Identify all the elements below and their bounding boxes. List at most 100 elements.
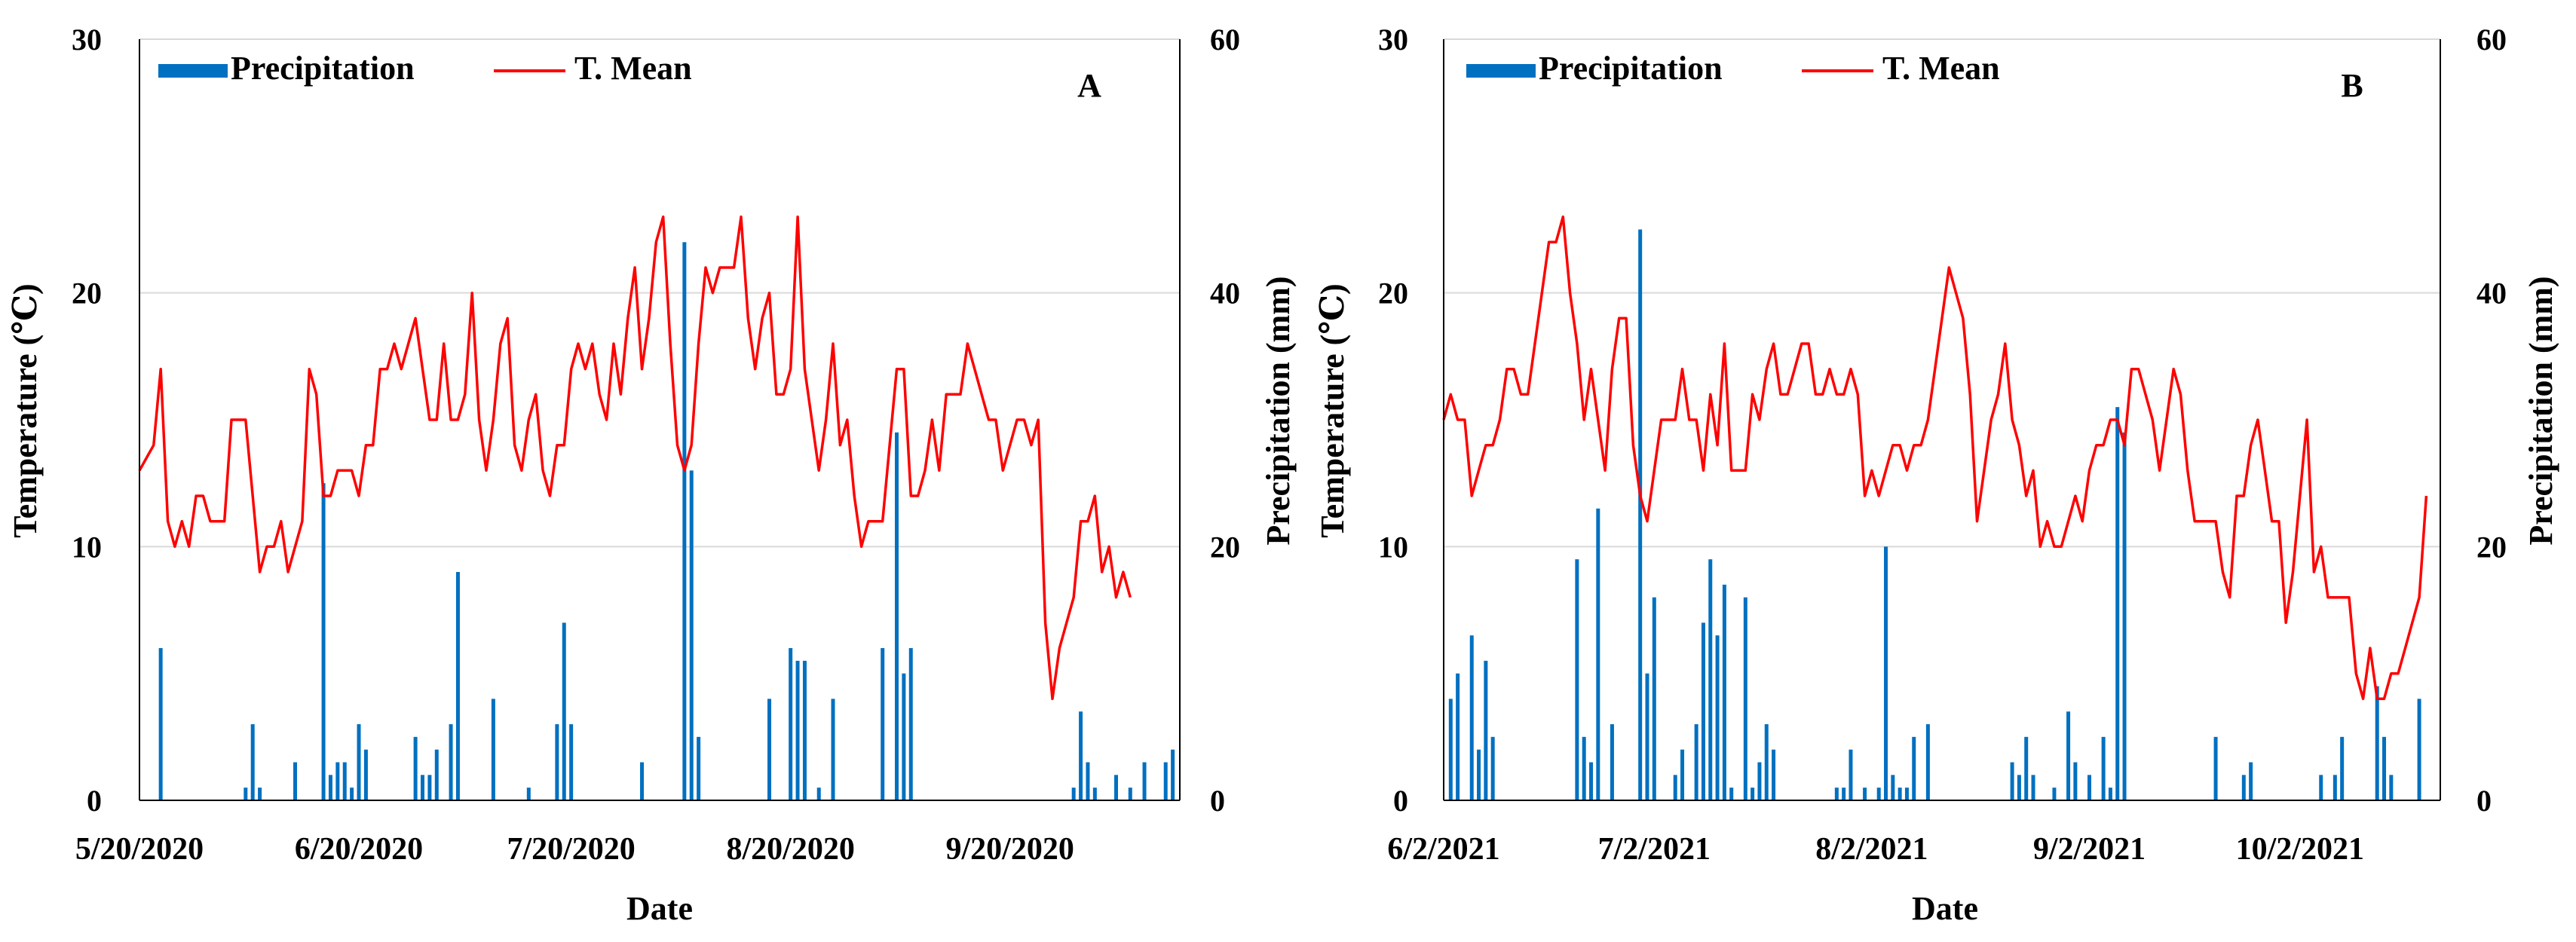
precipitation-bar bbox=[2010, 762, 2014, 800]
precipitation-bar bbox=[2115, 407, 2120, 800]
precipitation-bar bbox=[335, 762, 340, 800]
precipitation-bar bbox=[555, 724, 559, 800]
precipitation-bar bbox=[697, 736, 701, 800]
precipitation-bar bbox=[682, 242, 687, 800]
precipitation-bar bbox=[1849, 749, 1853, 800]
precipitation-bar bbox=[158, 648, 163, 800]
precipitation-bar bbox=[2108, 788, 2112, 800]
precipitation-bar bbox=[1757, 762, 1762, 800]
right-tick-label: 40 bbox=[2476, 277, 2507, 310]
precipitation-bar bbox=[328, 775, 332, 800]
precipitation-bar bbox=[2375, 686, 2379, 800]
precipitation-bar bbox=[2031, 775, 2035, 800]
precipitation-bar bbox=[321, 483, 326, 800]
precipitation-bar bbox=[1163, 762, 1168, 800]
panel-b-chart: 0 10 20 30 0 20 40 60 6/2/2021 7/2/2021 8/2/2021 9/… bbox=[1314, 23, 2559, 927]
date-tick-label: 7/2/2021 bbox=[1598, 832, 1711, 867]
precipitation-bar bbox=[2066, 711, 2071, 800]
precipitation-bar bbox=[1092, 788, 1097, 800]
precipitation-bar bbox=[1142, 762, 1147, 800]
precipitation-bar bbox=[2213, 736, 2218, 800]
left-tick-label: 0 bbox=[87, 784, 102, 818]
precipitation-bar bbox=[455, 572, 460, 800]
legend: Precipitation T. Mean bbox=[158, 50, 692, 87]
left-tick-label: 30 bbox=[72, 23, 102, 57]
precipitation-bar bbox=[1086, 762, 1090, 800]
legend-tmean-label: T. Mean bbox=[1882, 50, 2000, 87]
precipitation-bar bbox=[2073, 762, 2078, 800]
precipitation-bar bbox=[831, 699, 835, 800]
precipitation-bar bbox=[526, 788, 531, 800]
precipitation-bar bbox=[2332, 775, 2337, 800]
precipitation-bar bbox=[1484, 660, 1488, 800]
precipitation-bar bbox=[2241, 775, 2246, 800]
precipitation-bar bbox=[2382, 736, 2387, 800]
precipitation-bar bbox=[1904, 788, 1909, 800]
left-tick-label: 20 bbox=[72, 277, 102, 310]
precipitation-bar bbox=[1708, 559, 1713, 800]
precipitation-bar bbox=[795, 660, 800, 800]
date-tick-label: 5/20/2020 bbox=[75, 832, 204, 867]
precipitation-bar bbox=[2024, 736, 2029, 800]
right-tick-label: 40 bbox=[1210, 277, 1240, 310]
precipitation-bar bbox=[789, 648, 793, 800]
right-tick-label: 0 bbox=[2476, 784, 2492, 818]
precipitation-bar bbox=[350, 788, 354, 800]
precipitation-bar bbox=[421, 775, 425, 800]
precipitation-bar bbox=[2101, 736, 2106, 800]
left-tick-label: 0 bbox=[1393, 784, 1408, 818]
date-tick-label: 10/2/2021 bbox=[2236, 832, 2364, 867]
precipitation-bar bbox=[2389, 775, 2394, 800]
legend-precip-label: Precipitation bbox=[231, 50, 415, 87]
precipitation-bar bbox=[342, 762, 347, 800]
precipitation-bar bbox=[244, 788, 248, 800]
left-axis-title: Temperature (℃) bbox=[7, 283, 44, 537]
precipitation-bar bbox=[1673, 775, 1677, 800]
precipitation-bar bbox=[1701, 622, 1705, 800]
precipitation-bar bbox=[357, 724, 361, 800]
precipitation-bar bbox=[2249, 762, 2253, 800]
precipitation-bar bbox=[1680, 749, 1685, 800]
right-tick-label: 60 bbox=[1210, 23, 1240, 57]
precipitation-bar bbox=[1912, 736, 1916, 800]
precipitation-bar bbox=[1842, 788, 1846, 800]
precipitation-bar bbox=[1610, 724, 1614, 800]
date-tick-label: 6/20/2020 bbox=[295, 832, 423, 867]
precipitation-bar bbox=[1751, 788, 1755, 800]
precipitation-bar bbox=[802, 660, 807, 800]
right-tick-label: 0 bbox=[1210, 784, 1225, 818]
right-tick-label: 60 bbox=[2476, 23, 2507, 57]
precipitation-bar bbox=[1884, 546, 1888, 800]
precipitation-bar bbox=[1891, 775, 1895, 800]
precipitation-bar bbox=[816, 788, 821, 800]
precipitation-bar bbox=[1925, 724, 1930, 800]
precipitation-bar bbox=[1469, 635, 1474, 800]
precipitation-bar bbox=[1722, 584, 1726, 800]
precipitation-bar bbox=[1582, 736, 1586, 800]
precipitation-bar bbox=[2087, 775, 2092, 800]
panel-label: B bbox=[2341, 67, 2363, 104]
precipitation-bar bbox=[1743, 597, 1747, 800]
right-axis-title: Precipitation (mm) bbox=[2522, 276, 2559, 545]
date-tick-label: 8/20/2020 bbox=[727, 832, 855, 867]
precipitation-bar bbox=[1490, 736, 1495, 800]
precipitation-bar bbox=[2340, 736, 2345, 800]
precipitation-bar bbox=[1876, 788, 1881, 800]
legend: Precipitation T. Mean bbox=[1466, 50, 2000, 87]
precipitation-bar bbox=[1652, 597, 1656, 800]
left-tick-label: 10 bbox=[72, 530, 102, 564]
legend-precip-label: Precipitation bbox=[1539, 50, 1723, 87]
precipitation-bar bbox=[1114, 775, 1119, 800]
x-axis-title: Date bbox=[1912, 890, 1978, 927]
precipitation-bar bbox=[1071, 788, 1076, 800]
left-axis-title: Temperature (℃) bbox=[1314, 283, 1351, 537]
left-tick-label: 10 bbox=[1378, 530, 1408, 564]
precipitation-bar bbox=[640, 762, 645, 800]
panel-a-chart: 0 10 20 30 0 20 40 60 5/20/2020 6/20/2020 7/20/202… bbox=[7, 23, 1297, 927]
x-axis-title: Date bbox=[626, 890, 693, 927]
precipitation-bar bbox=[689, 470, 694, 800]
precipitation-bar bbox=[569, 724, 574, 800]
right-tick-label: 20 bbox=[2476, 530, 2507, 564]
legend-precip-swatch bbox=[1466, 64, 1536, 78]
